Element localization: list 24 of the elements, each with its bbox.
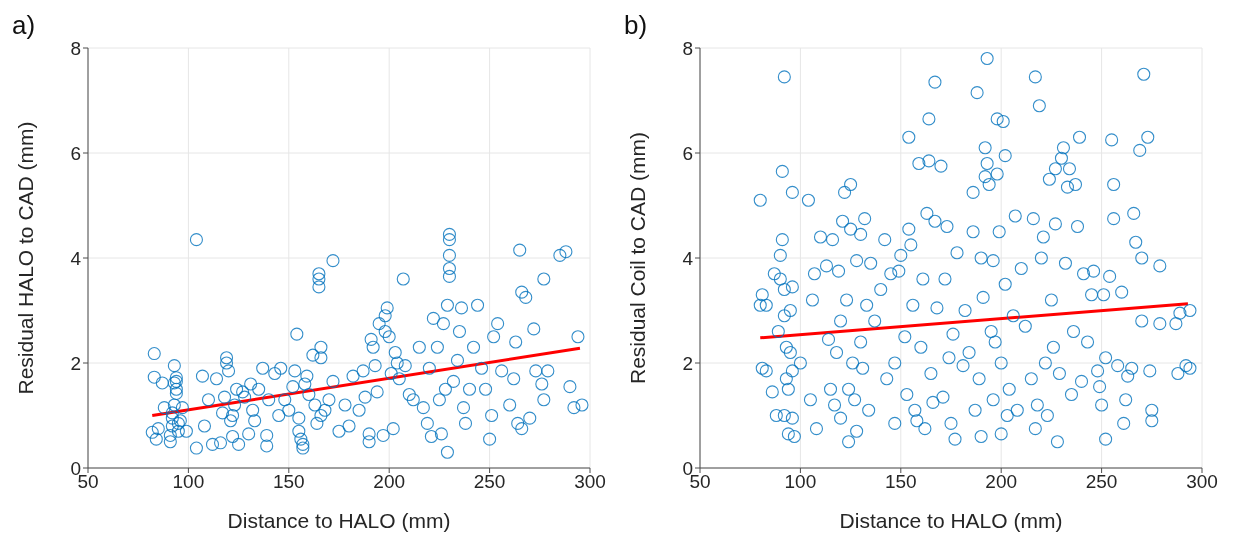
x-tick-label: 300 (1186, 471, 1218, 493)
x-tick-label: 300 (574, 471, 606, 493)
y-tick-label: 8 (682, 37, 693, 59)
chart-title: a) (12, 10, 36, 41)
x-tick-label: 200 (373, 471, 406, 493)
y-tick-label: 2 (70, 352, 81, 374)
y-axis-title: Residual HALO to CAD (mm) (14, 121, 38, 395)
y-tick-label: 2 (682, 352, 693, 374)
x-tick-label: 250 (1085, 471, 1118, 493)
x-axis-title: Distance to HALO (mm) (839, 509, 1063, 532)
x-tick-label: 150 (884, 471, 917, 493)
y-tick-label: 8 (70, 37, 81, 59)
y-tick-label: 6 (682, 142, 693, 164)
y-tick-label: 6 (70, 142, 81, 164)
x-tick-label: 150 (272, 471, 305, 493)
y-tick-label: 4 (70, 247, 82, 269)
x-tick-label: 100 (784, 471, 817, 493)
x-tick-label: 250 (473, 471, 506, 493)
chart-title: b) (624, 10, 648, 41)
x-axis-title: Distance to HALO (mm) (227, 509, 451, 532)
x-tick-label: 100 (172, 471, 205, 493)
x-tick-label: 200 (985, 471, 1018, 493)
y-axis-title: Residual Coil to CAD (mm) (626, 131, 650, 385)
y-tick-label: 4 (682, 247, 694, 269)
